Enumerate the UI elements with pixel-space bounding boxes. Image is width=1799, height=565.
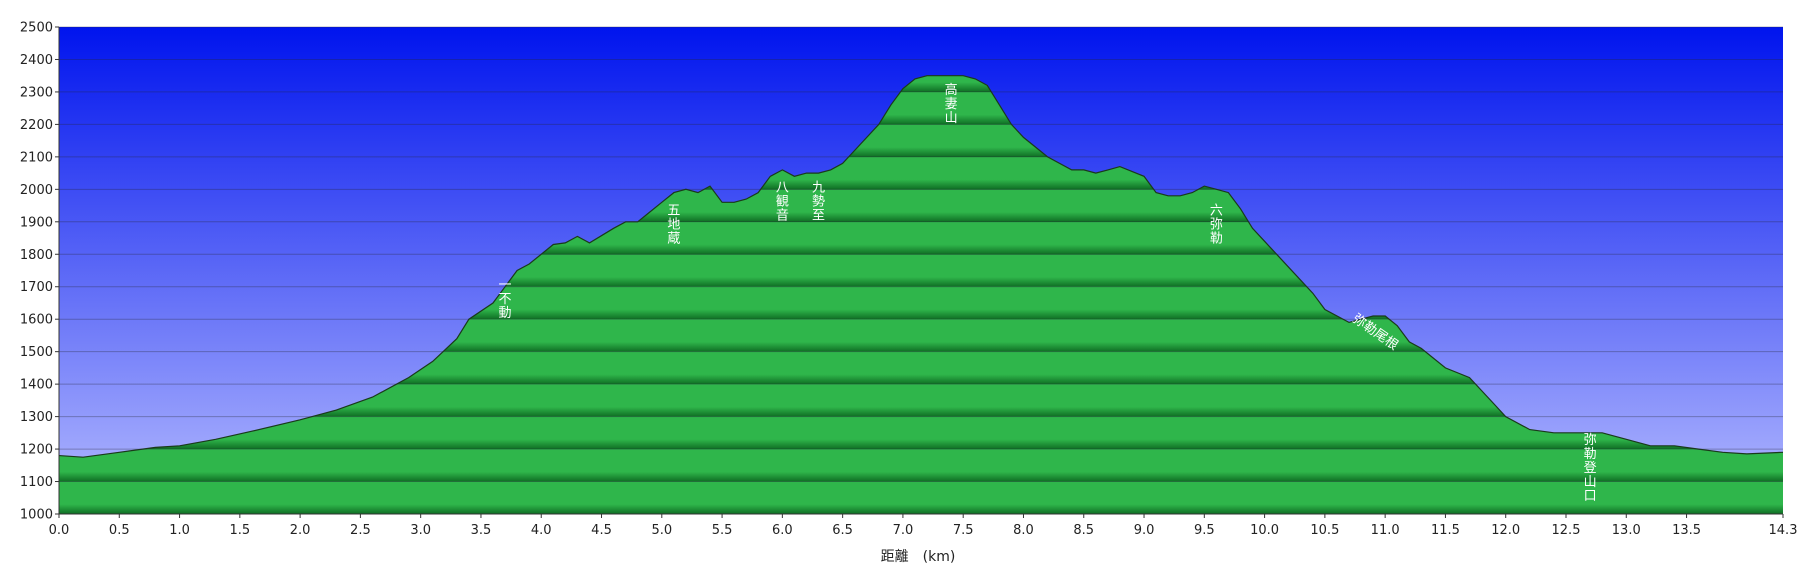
x-tick-label: 12.5 (1552, 523, 1581, 538)
annotation-text: 八観音 (776, 181, 789, 224)
y-tick-label: 1000 (20, 508, 53, 523)
x-tick-label: 11.0 (1371, 523, 1400, 538)
x-axis-label: 距離 (km) (881, 548, 956, 565)
y-tick-label: 2100 (20, 150, 53, 165)
y-tick-label: 1400 (20, 378, 53, 393)
x-tick-label: 2.5 (350, 523, 371, 538)
annotation-label: 弥勒登山口 (1584, 432, 1597, 504)
x-tick-label: 1.0 (169, 523, 190, 538)
annotation-text: 六弥勒 (1210, 203, 1223, 246)
y-axis: 1000 1100 1200 1300 1400 1500 1600 1700 1800 1900… (20, 21, 60, 523)
elevation-line (58, 75, 1784, 458)
annotation-label: 九勢至 (812, 181, 825, 224)
annotation-label: 一不動 (499, 278, 512, 321)
annotation-text: 一不動 (499, 278, 512, 321)
x-tick-label: 10.5 (1310, 523, 1339, 538)
x-tick-label: 12.0 (1491, 523, 1520, 538)
x-tick-label: 13.0 (1612, 523, 1641, 538)
y-tick-label: 1200 (20, 443, 53, 458)
annotation-label: 六弥勒 (1210, 203, 1223, 246)
x-tick-label: 1.5 (229, 523, 250, 538)
annotation-text: 五地蔵 (667, 203, 680, 246)
x-tick-label: 7.5 (953, 523, 974, 538)
x-tick-label: 9.5 (1194, 523, 1215, 538)
annotation-label: 五地蔵 (667, 203, 680, 246)
y-tick-label: 1100 (20, 475, 53, 490)
annotation-text: 九勢至 (812, 181, 825, 224)
annotation-text: 弥勒登山口 (1584, 432, 1597, 504)
x-tick-label: 4.0 (531, 523, 552, 538)
x-tick-label: 6.5 (832, 523, 853, 538)
x-tick-label: 2.0 (290, 523, 311, 538)
y-tick-label: 1900 (20, 215, 53, 230)
x-tick-label: 14.3 (1769, 523, 1798, 538)
x-tick-label: 4.5 (591, 523, 612, 538)
x-tick-label: 7.0 (893, 523, 914, 538)
x-tick-label: 3.0 (410, 523, 431, 538)
x-tick-label: 8.0 (1013, 523, 1034, 538)
x-tick-label: 10.0 (1250, 523, 1279, 538)
y-tick-label: 1300 (20, 410, 53, 425)
y-tick-label: 1800 (20, 248, 53, 263)
x-tick-label: 5.5 (712, 523, 733, 538)
y-tick-label: 2400 (20, 53, 53, 68)
terrain-layer (58, 75, 1784, 514)
x-tick-label: 5.0 (651, 523, 672, 538)
x-tick-label: 11.5 (1431, 523, 1460, 538)
elevation-area (59, 75, 1783, 514)
x-tick-label: 0.0 (49, 523, 70, 538)
annotation-text: 高妻山 (945, 82, 958, 126)
y-tick-label: 2500 (20, 21, 53, 36)
y-tick-label: 1500 (20, 345, 53, 360)
x-axis: 0.0 0.5 1.0 1.5 2.0 2.5 3.0 3.5 4.0 4.5 5.0 5.5 6.0 6… (49, 513, 1798, 538)
annotation-label: 高妻山 (945, 82, 958, 126)
y-tick-label: 1600 (20, 313, 53, 328)
x-tick-label: 13.5 (1672, 523, 1701, 538)
annotation-label: 八観音 (776, 181, 789, 224)
x-tick-label: 0.5 (109, 523, 130, 538)
y-tick-label: 2300 (20, 85, 53, 100)
y-tick-label: 2000 (20, 183, 53, 198)
x-tick-label: 3.5 (471, 523, 492, 538)
y-tick-label: 2200 (20, 118, 53, 133)
x-tick-label: 8.5 (1073, 523, 1094, 538)
y-tick-label: 1700 (20, 280, 53, 295)
x-tick-label: 6.0 (772, 523, 793, 538)
x-tick-label: 9.0 (1134, 523, 1155, 538)
